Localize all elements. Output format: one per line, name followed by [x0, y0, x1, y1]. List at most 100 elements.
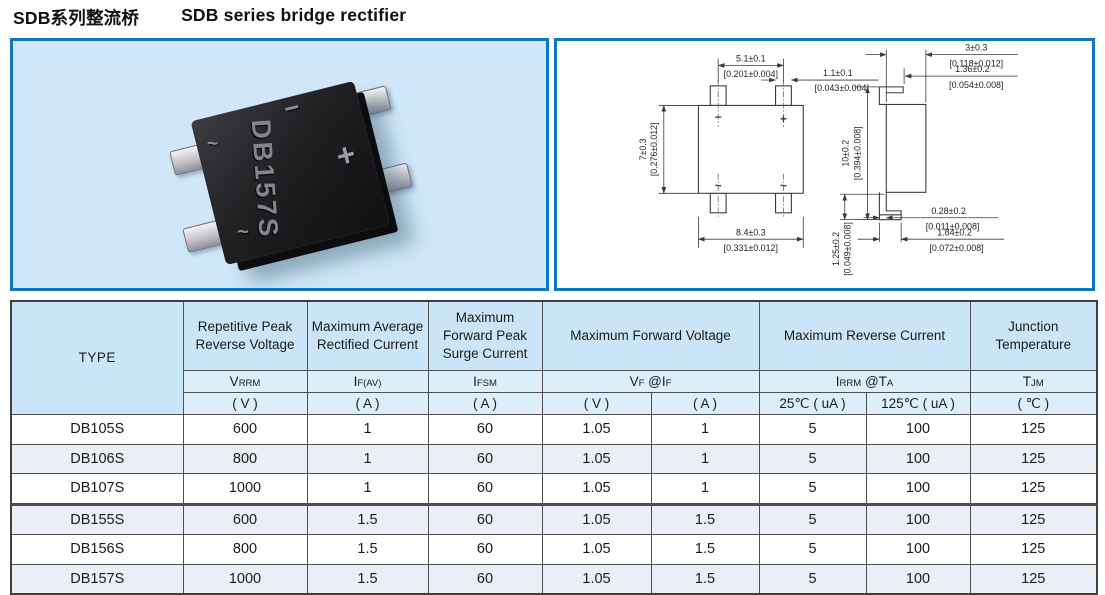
dim-lead-offset-in: [0.054±0.008]: [949, 80, 1003, 90]
cell-value: 100: [865, 473, 971, 505]
table-row: DB106S 800 1 60 1.05 1 5 100 125: [10, 443, 1098, 474]
cell-value: 1.5: [650, 502, 760, 535]
cell-value: 1.05: [541, 443, 652, 474]
dim-foot-length-mm: 1.84±0.2: [937, 227, 972, 237]
column-header-tjm: Junction Temperature: [969, 300, 1098, 371]
symbol-tjm: TJM: [969, 370, 1098, 393]
cell-value: 1000: [182, 563, 308, 595]
dim-lead-pitch-mm: 5.1±0.1: [736, 54, 766, 64]
cell-value: 800: [182, 534, 308, 565]
cell-type: DB107S: [10, 473, 184, 505]
outline-drawing: − + ~ ~ 5.1±0.1 [0.201±0.004] 1.1±0.1 [0…: [638, 43, 1018, 276]
symbol-irrm-ta: IRRM @TA: [758, 370, 971, 393]
table-row: DB156S 800 1.5 60 1.05 1.5 5 100 125: [10, 534, 1098, 565]
dim-lead-width-in: [0.043±0.004]: [815, 83, 869, 93]
cell-value: 100: [865, 502, 971, 535]
cell-value: 100: [865, 563, 971, 595]
cell-value: 1.5: [306, 502, 429, 535]
cell-value: 5: [758, 502, 867, 535]
cell-value: 60: [427, 534, 543, 565]
table-row: DB155S 600 1.5 60 1.05 1.5 5 100 125: [10, 502, 1098, 535]
cell-value: 1: [650, 414, 760, 445]
column-header-type: TYPE: [10, 300, 184, 415]
cell-value: 800: [182, 443, 308, 474]
cell-value: 1000: [182, 473, 308, 505]
ac-polarity-mark: ~: [206, 132, 219, 156]
cell-value: 125: [969, 563, 1098, 595]
symbol-ifsm: IFSM: [427, 370, 543, 393]
front-ac-mark: ~: [715, 179, 722, 192]
cell-value: 100: [865, 414, 971, 445]
cell-value: 1.5: [306, 534, 429, 565]
cell-value: 1.5: [650, 534, 760, 565]
cell-value: 1: [650, 443, 760, 474]
ac-polarity-mark: ~: [236, 220, 250, 244]
cell-value: 100: [865, 534, 971, 565]
column-header-vrrm: Repetitive Peak Reverse Voltage: [182, 300, 308, 371]
cell-value: 5: [758, 534, 867, 565]
dim-standoff-in: [0.049±0.008]: [843, 222, 853, 276]
cell-value: 5: [758, 563, 867, 595]
cell-value: 1: [306, 473, 429, 505]
cell-value: 100: [865, 443, 971, 474]
chip-part-marking: DB157S: [246, 118, 285, 241]
table-row: DB107S 1000 1 60 1.05 1 5 100 125: [10, 473, 1098, 505]
unit-tjm: ( ℃ ): [969, 392, 1098, 415]
cell-value: 60: [427, 473, 543, 505]
dim-body-width-mm: 8.4±0.3: [736, 227, 766, 237]
column-header-ifsm: Maximum Forward Peak Surge Current: [427, 300, 543, 371]
unit-irrm-25: 25℃ ( uA ): [758, 392, 867, 415]
dim-total-height-in: [0.394±0.008]: [853, 126, 863, 180]
dim-lead-width-mm: 1.1±0.1: [823, 68, 853, 78]
side-view: 3±0.3 [0.118±0.012] 1.36±0.2 [0.054±0.00…: [831, 43, 1018, 276]
chip-body: DB157S − ~ ~ +: [190, 80, 390, 266]
cell-value: 1.05: [541, 563, 652, 595]
cell-value: 1.05: [541, 502, 652, 535]
front-minus-mark: −: [715, 111, 722, 124]
dim-body-height-in: [0.276±0.012]: [649, 123, 659, 177]
bridge-rectifier-photo: DB157S − ~ ~ +: [169, 80, 413, 266]
table-row: DB105S 600 1 60 1.05 1 5 100 125: [10, 414, 1098, 445]
dim-thickness-mm: 3±0.3: [965, 43, 987, 53]
cell-value: 125: [969, 473, 1098, 505]
dim-foot-length-in: [0.072±0.008]: [929, 243, 983, 253]
front-plus-mark: +: [780, 113, 787, 126]
unit-ifav: ( A ): [306, 392, 429, 415]
dim-thickness-in: [0.118±0.012]: [949, 58, 1003, 68]
cell-value: 1.05: [541, 473, 652, 505]
column-header-vf: Maximum Forward Voltage: [541, 300, 760, 371]
symbol-vf-if: VF @IF: [541, 370, 760, 393]
cell-value: 1: [650, 473, 760, 505]
dim-foot-thickness-mm: 0.28±0.2: [931, 206, 966, 216]
title-chinese: SDB系列整流桥: [13, 8, 140, 28]
front-ac-mark: ~: [780, 179, 787, 192]
cell-value: 5: [758, 443, 867, 474]
cell-value: 600: [182, 502, 308, 535]
dim-lead-pitch-in: [0.201±0.004]: [724, 69, 778, 79]
cell-value: 1.05: [541, 534, 652, 565]
page-title: SDB系列整流桥 SDB series bridge rectifier: [13, 5, 406, 30]
column-header-ifav: Maximum Average Rectified Current: [306, 300, 429, 371]
symbol-ifav: IF(AV): [306, 370, 429, 393]
dim-body-width-in: [0.331±0.012]: [724, 243, 778, 253]
table-row: DB157S 1000 1.5 60 1.05 1.5 5 100 125: [10, 563, 1098, 595]
unit-ifsm: ( A ): [427, 392, 543, 415]
cell-value: 60: [427, 443, 543, 474]
unit-vrrm: ( V ): [182, 392, 308, 415]
cell-value: 1.05: [541, 414, 652, 445]
cell-type: DB156S: [10, 534, 184, 565]
front-view: − + ~ ~ 5.1±0.1 [0.201±0.004] 1.1±0.1 [0…: [638, 54, 879, 253]
ratings-table: TYPE Repetitive Peak Reverse Voltage Max…: [10, 300, 1099, 595]
dim-standoff-mm: 1.25±0.2: [831, 232, 841, 266]
cell-value: 1.5: [306, 563, 429, 595]
unit-if: ( A ): [650, 392, 760, 415]
cell-type: DB106S: [10, 443, 184, 474]
dim-total-height-mm: 10±0.2: [841, 140, 851, 167]
cell-value: 60: [427, 414, 543, 445]
dim-foot-thickness-in: [0.011±0.008]: [926, 221, 980, 231]
dimension-drawing-panel: − + ~ ~ 5.1±0.1 [0.201±0.004] 1.1±0.1 [0…: [554, 38, 1095, 291]
cell-value: 5: [758, 473, 867, 505]
column-header-irrm: Maximum Reverse Current: [758, 300, 971, 371]
cell-type: DB157S: [10, 563, 184, 595]
